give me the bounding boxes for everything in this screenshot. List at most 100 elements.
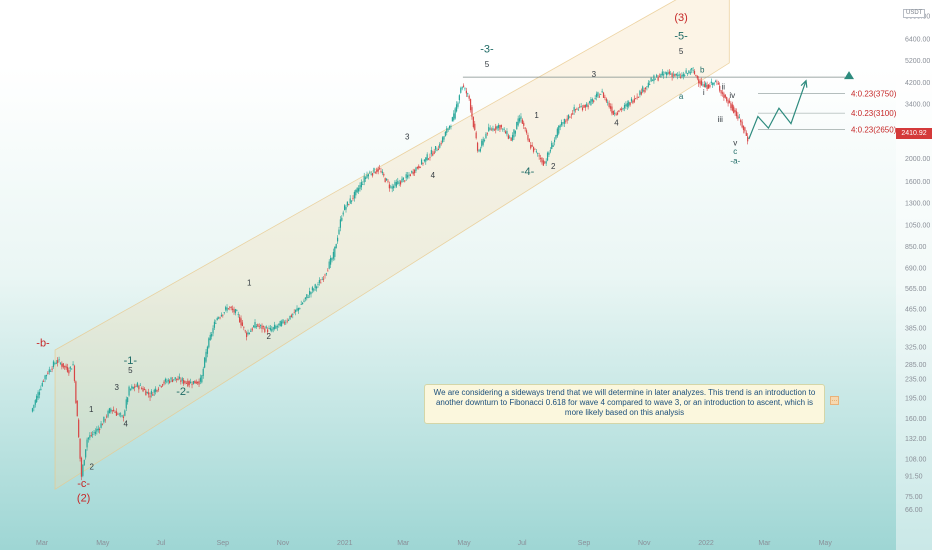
candle-body <box>250 330 252 333</box>
candle-body <box>220 314 223 317</box>
candle-body <box>630 98 633 102</box>
candle-body <box>219 317 221 319</box>
candle-body <box>521 119 523 124</box>
candle-body <box>230 307 232 309</box>
candle-body <box>408 174 410 176</box>
wave-label: 3 <box>592 70 597 79</box>
candle-body <box>639 90 641 96</box>
candle-body <box>61 363 63 367</box>
wave-label: c <box>733 147 737 156</box>
candle-body <box>681 75 683 77</box>
wave-label: 3 <box>115 383 120 392</box>
candle-body <box>605 98 607 102</box>
candle-body <box>54 363 56 365</box>
candle-body <box>643 89 645 92</box>
candle-body <box>36 395 38 403</box>
price-tick-label: 4200.00 <box>905 80 930 87</box>
candle-body <box>482 138 484 145</box>
candle-body <box>698 79 700 84</box>
candle-body <box>443 136 445 140</box>
candle-body <box>178 376 181 379</box>
price-tick-label: 91.50 <box>905 473 923 480</box>
candle-body <box>134 386 136 388</box>
candle-body <box>549 149 551 152</box>
candle-body <box>327 270 329 272</box>
candle-body <box>167 379 169 382</box>
candle-body <box>531 144 533 147</box>
candle-body <box>458 95 460 101</box>
candle-body <box>573 107 575 112</box>
candle-body <box>215 323 217 325</box>
candle-body <box>350 200 353 202</box>
candle-body <box>461 86 463 89</box>
candle-body <box>188 381 190 385</box>
candle-body <box>139 384 141 386</box>
candle-body <box>682 73 684 77</box>
candle-body <box>479 148 481 152</box>
candle-body <box>601 91 603 93</box>
price-tick-label: 325.00 <box>905 345 927 352</box>
candle-body <box>710 81 712 83</box>
candle-body <box>583 105 585 108</box>
candle-body <box>146 391 148 393</box>
candle-body <box>271 329 273 332</box>
candle-body <box>441 137 444 143</box>
price-tick-label: 1050.00 <box>905 222 930 229</box>
wave-label: 4 <box>431 171 436 180</box>
candle-body <box>551 142 553 149</box>
candle-body <box>514 130 516 134</box>
alert-icon[interactable] <box>844 71 854 80</box>
candle-body <box>113 409 115 412</box>
candle-body <box>156 390 158 392</box>
wave-label: (2) <box>77 493 90 505</box>
candle-body <box>366 174 368 178</box>
candle-body <box>623 104 626 109</box>
time-tick-label: May <box>96 540 110 547</box>
candle-body <box>475 132 477 139</box>
candle-body <box>152 394 154 396</box>
candle-body <box>730 103 732 109</box>
candle-body <box>157 388 160 390</box>
candle-body <box>51 368 53 370</box>
candle-body <box>524 127 526 129</box>
note-icon[interactable]: … <box>830 396 839 405</box>
candle-body <box>558 125 560 134</box>
candle-body <box>451 117 453 122</box>
candle-body <box>111 410 113 412</box>
candle-body <box>75 381 77 403</box>
candle-body <box>492 128 494 131</box>
candle-body <box>507 135 509 139</box>
candle-body <box>262 326 265 327</box>
candle-body <box>202 368 204 376</box>
candle-body <box>538 155 540 157</box>
analysis-note[interactable]: We are considering a sideways trend that… <box>424 384 825 424</box>
candle-body <box>503 128 505 130</box>
candle-body <box>600 94 602 95</box>
candle-body <box>427 158 430 160</box>
time-tick-label: May <box>819 540 833 547</box>
candle-body <box>572 113 574 115</box>
candle-body <box>709 84 711 88</box>
candle-body <box>500 125 502 128</box>
candle-body <box>724 94 726 98</box>
candle-body <box>489 128 491 130</box>
candle-body <box>343 205 346 211</box>
candle-body <box>667 72 669 75</box>
candle-body <box>348 204 350 206</box>
candle-body <box>626 103 628 107</box>
candle-body <box>425 157 427 162</box>
candle-body <box>486 132 488 134</box>
wave-label: 1 <box>534 111 539 120</box>
wave-label: 5 <box>679 47 684 56</box>
candle-body <box>402 177 404 180</box>
time-tick-label: Nov <box>277 540 290 547</box>
candle-body <box>258 326 260 328</box>
candle-body <box>677 74 679 76</box>
candle-body <box>642 86 644 92</box>
candle-body <box>581 107 584 111</box>
price-tick-label: 5200.00 <box>905 58 930 65</box>
candle-body <box>719 85 721 91</box>
candle-body <box>510 137 512 141</box>
time-tick-label: Mar <box>36 540 49 547</box>
